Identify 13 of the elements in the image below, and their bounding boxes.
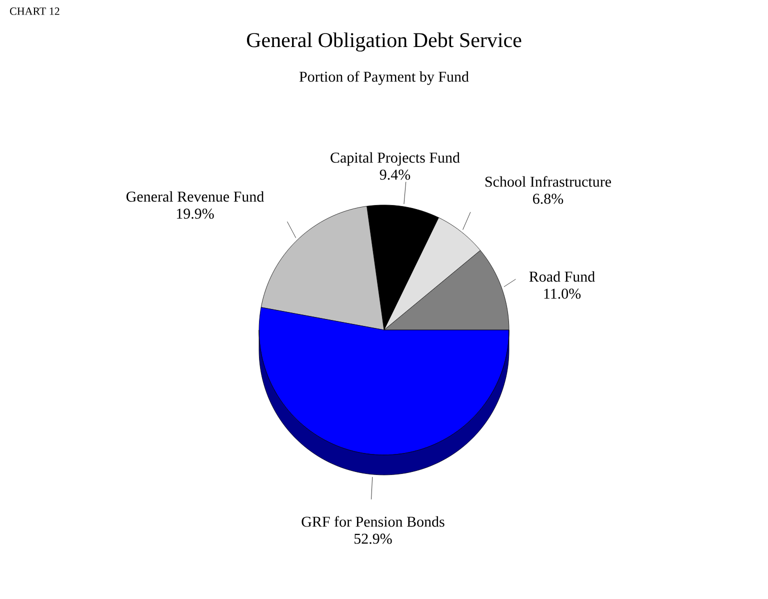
chart-title: General Obligation Debt Service <box>246 32 522 52</box>
chart-subtitle: Portion of Payment by Fund <box>299 71 469 85</box>
slice-label: Road Fund <box>529 271 595 282</box>
data-label: 9.4% <box>380 170 410 180</box>
caption: CHART 12 <box>10 8 60 15</box>
data-label: 11.0% <box>544 288 581 299</box>
data-label: 19.9% <box>176 208 214 219</box>
data-label: 52.9% <box>354 534 392 544</box>
slice-label: Capital Projects Fund <box>330 152 460 166</box>
legend-label: GRF for Pension Bonds <box>302 516 444 527</box>
data-label: 6.8% <box>533 194 564 204</box>
slice-label: School Infrastructure <box>485 176 612 187</box>
slice-label: General Revenue Fund <box>126 191 264 202</box>
